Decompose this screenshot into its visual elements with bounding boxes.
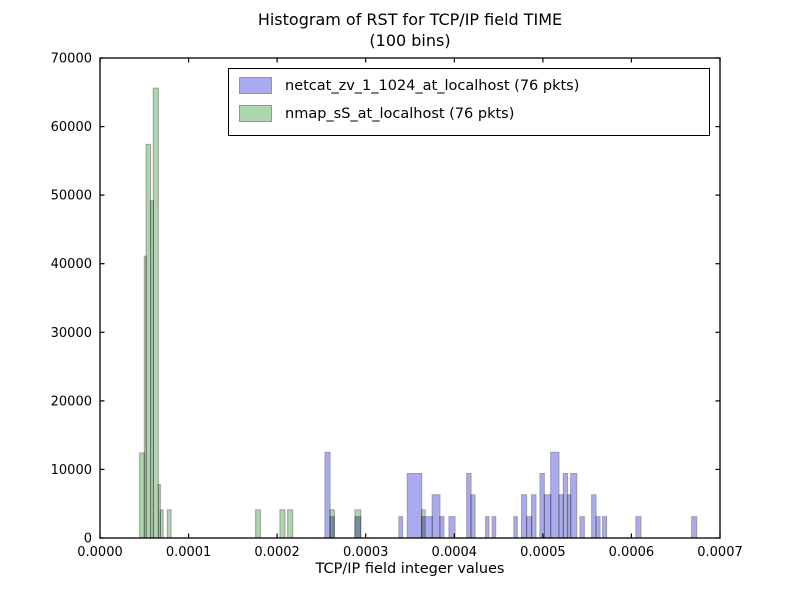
histogram-bar [324,451,331,539]
legend-entry-netcat: netcat_zv_1_1024_at_localhost (76 pkts) [239,77,709,94]
histogram-bar [159,509,164,539]
y-tick-label: 0 [84,532,92,547]
histogram-bar [531,494,537,539]
histogram-bar [591,494,597,539]
x-tick-label: 0.0000 [77,545,123,560]
histogram-bar [431,494,441,539]
x-tick-label: 0.0003 [343,545,389,560]
x-tick-label: 0.0004 [432,545,478,560]
x-tick-label: 0.0007 [697,545,743,560]
histogram-bar [550,451,560,539]
legend-swatch-nmap [239,105,272,122]
bars-series-1 [139,87,426,539]
y-tick-label: 70000 [51,52,92,67]
y-tick-label: 30000 [51,326,92,341]
x-tick-label: 0.0001 [166,545,212,560]
histogram-bar [691,516,698,539]
legend-swatch-netcat [239,77,272,94]
chart-title: Histogram of RST for TCP/IP field TIME (… [100,9,720,51]
legend-label-netcat: netcat_zv_1_1024_at_localhost (76 pkts) [285,77,580,94]
x-tick-label: 0.0005 [520,545,566,560]
y-tick-labels: 0 10000 20000 30000 40000 50000 60000 70000 [51,52,92,547]
histogram-bar [152,87,159,539]
histogram-bar [329,509,335,539]
histogram-bar [470,494,476,539]
histogram-bar [579,516,585,539]
histogram-bar [398,516,404,539]
histogram-bar [287,509,294,539]
y-tick-label: 50000 [51,189,92,204]
histogram-bar [485,516,490,539]
y-tick-label: 20000 [51,394,92,409]
y-tick-label: 40000 [51,257,92,272]
y-tick-label: 60000 [51,120,92,135]
histogram-bar [562,473,569,539]
legend: netcat_zv_1_1024_at_localhost (76 pkts) … [228,68,710,136]
x-tick-label: 0.0002 [254,545,300,560]
histogram-bar [570,473,578,539]
x-axis-label: TCP/IP field integer values [315,561,505,577]
bars-series-0 [324,451,698,539]
histogram-bar [602,516,608,539]
histogram-bar [255,509,261,539]
histogram-bar [421,509,426,539]
chart-title-line2: (100 bins) [369,31,451,50]
histogram-bar [635,516,642,539]
histogram-bar [558,494,564,539]
histogram-bar [526,516,533,539]
histogram-bar [406,473,423,539]
histogram-bar [595,516,601,539]
x-tick-label: 0.0006 [609,545,655,560]
histogram-bar [139,452,145,539]
histogram-bar [354,509,362,539]
histogram-bar [539,473,545,539]
histogram-bar [145,143,152,539]
histogram-bar [166,509,172,539]
chart-title-line1: Histogram of RST for TCP/IP field TIME [257,10,563,29]
histogram-bar [466,473,472,539]
legend-label-nmap: nmap_sS_at_localhost (76 pkts) [285,105,515,122]
histogram-bar [279,509,286,539]
histogram-bar [491,516,497,539]
x-tick-labels: 0.0000 0.0001 0.0002 0.0003 0.0004 0.0005 0.00… [77,545,743,560]
tick-marks [99,57,721,539]
histogram-bar [439,516,445,539]
histogram-bar [543,494,552,539]
plot-frame [99,57,721,539]
legend-entry-nmap: nmap_sS_at_localhost (76 pkts) [239,105,709,122]
y-tick-label: 10000 [51,463,92,478]
histogram-bar [513,516,518,539]
histogram-bar [521,494,528,539]
